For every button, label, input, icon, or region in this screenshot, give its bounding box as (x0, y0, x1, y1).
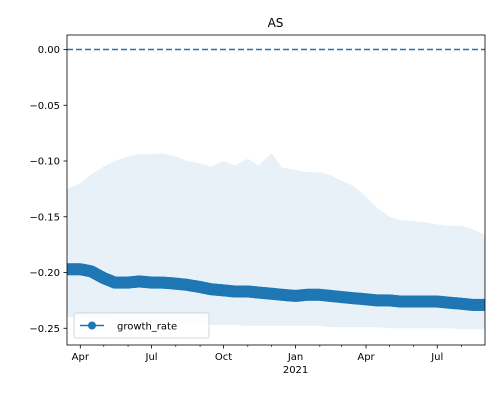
y-tick-label: −0.15 (29, 212, 60, 223)
legend-label: growth_rate (117, 322, 177, 333)
legend-box (73, 312, 210, 339)
chart-title: AS (268, 16, 284, 30)
axes: 0.00 −0.05 −0.10 −0.15 −0.20 −0.25 Apr Jul Oct J… (29, 34, 486, 376)
x-tick-year-label: 2021 (283, 365, 308, 376)
x-tick-label: Jan (287, 352, 303, 363)
legend: growth_rate (73, 312, 210, 339)
y-tick-label: 0.00 (38, 45, 60, 56)
x-tick-label: Oct (215, 352, 232, 363)
y-tick-label: −0.20 (29, 268, 60, 279)
growth-rate-marker (479, 298, 485, 311)
x-tick-label: Jul (145, 352, 158, 363)
y-tick-label: −0.10 (29, 157, 60, 168)
x-tick-label: Jul (430, 352, 443, 363)
y-tick-label: −0.05 (29, 101, 60, 112)
x-tick-label: Apr (72, 352, 90, 363)
plot-area (67, 48, 485, 330)
y-tick-label: −0.25 (29, 324, 60, 335)
x-tick-label: Apr (357, 352, 375, 363)
legend-marker-swatch (88, 321, 96, 330)
growth-rate-markers (67, 263, 485, 311)
axes-frame (66, 34, 486, 346)
y-axis: 0.00 −0.05 −0.10 −0.15 −0.20 −0.25 (29, 45, 67, 335)
x-axis: Apr Jul Oct Jan 2021 Apr Jul (72, 345, 462, 376)
